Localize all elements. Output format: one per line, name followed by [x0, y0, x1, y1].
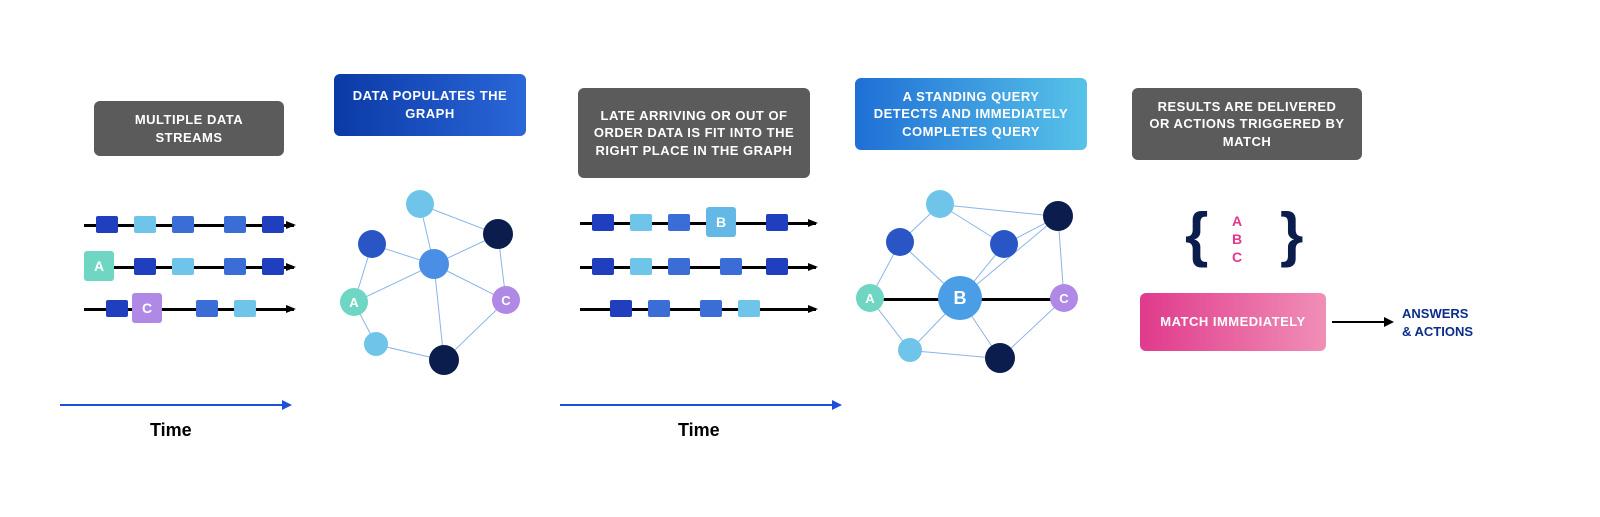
- abc-line: A: [1232, 212, 1242, 230]
- graph-node: [898, 338, 922, 362]
- caption-text: LATE ARRIVING OR OUT OF ORDER DATA IS FI…: [592, 107, 796, 160]
- stream-block: [234, 300, 256, 317]
- stream-block: [668, 258, 690, 275]
- graph-node: [419, 249, 449, 279]
- abc-text: A B C: [1232, 212, 1242, 267]
- stream-block-c: C: [132, 293, 162, 323]
- graph-node-a: A: [856, 284, 884, 312]
- graph-node: [483, 219, 513, 249]
- graph-node: [926, 190, 954, 218]
- match-box: MATCH IMMEDIATELY: [1140, 293, 1326, 351]
- caption-text: DATA POPULATES THE GRAPH: [348, 87, 512, 122]
- stream-block: [766, 214, 788, 231]
- stream-block: [738, 300, 760, 317]
- stream-block-a: A: [84, 251, 114, 281]
- graph-node-b: B: [938, 276, 982, 320]
- output-text: ANSWERS & ACTIONS: [1402, 305, 1473, 340]
- graph-node-c: C: [1050, 284, 1078, 312]
- stream-block: [592, 214, 614, 231]
- stream-block: [720, 258, 742, 275]
- stream-block: [172, 258, 194, 275]
- abc-line: B: [1232, 230, 1242, 248]
- caption-box-3: LATE ARRIVING OR OUT OF ORDER DATA IS FI…: [578, 88, 810, 178]
- brace-left-icon: {: [1185, 205, 1208, 265]
- time-label-2: Time: [678, 420, 720, 441]
- graph-node: [364, 332, 388, 356]
- time-arrow-2: [560, 404, 840, 406]
- diagram-root: MULTIPLE DATA STREAMS DATA POPULATES THE…: [0, 0, 1600, 517]
- stream-block: [610, 300, 632, 317]
- stream-block: [668, 214, 690, 231]
- output-line: ANSWERS: [1402, 305, 1473, 323]
- stream-block: [262, 216, 284, 233]
- match-text: MATCH IMMEDIATELY: [1160, 313, 1305, 331]
- stream-block: [96, 216, 118, 233]
- graph-node: [406, 190, 434, 218]
- stream-block: [630, 258, 652, 275]
- stream-block: [172, 216, 194, 233]
- graph-node: [985, 343, 1015, 373]
- stream-block: [224, 216, 246, 233]
- stream-block: [134, 216, 156, 233]
- stream-block-b: B: [706, 207, 736, 237]
- stream-block: [630, 214, 652, 231]
- stream-block: [592, 258, 614, 275]
- graph-node-a: A: [340, 288, 368, 316]
- stream-block: [262, 258, 284, 275]
- graph-node: [990, 230, 1018, 258]
- brace-right-icon: }: [1280, 205, 1303, 265]
- caption-text: RESULTS ARE DELIVERED OR ACTIONS TRIGGER…: [1146, 98, 1348, 151]
- graph-node-c: C: [492, 286, 520, 314]
- caption-box-1: MULTIPLE DATA STREAMS: [94, 101, 284, 156]
- graph-node: [1043, 201, 1073, 231]
- time-label-1: Time: [150, 420, 192, 441]
- time-arrow-1: [60, 404, 290, 406]
- stream-block: [224, 258, 246, 275]
- stream-block: [648, 300, 670, 317]
- abc-line: C: [1232, 248, 1242, 266]
- caption-box-5: RESULTS ARE DELIVERED OR ACTIONS TRIGGER…: [1132, 88, 1362, 160]
- stream-block: [196, 300, 218, 317]
- output-arrow: [1332, 321, 1392, 323]
- caption-text: A STANDING QUERY DETECTS AND IMMEDIATELY…: [869, 88, 1073, 141]
- stream-block: [106, 300, 128, 317]
- graph-node: [429, 345, 459, 375]
- stream-block: [766, 258, 788, 275]
- stream-block: [700, 300, 722, 317]
- graph-node: [886, 228, 914, 256]
- graph-node: [358, 230, 386, 258]
- caption-text: MULTIPLE DATA STREAMS: [108, 111, 270, 146]
- output-line: & ACTIONS: [1402, 323, 1473, 341]
- caption-box-4: A STANDING QUERY DETECTS AND IMMEDIATELY…: [855, 78, 1087, 150]
- stream-block: [134, 258, 156, 275]
- caption-box-2: DATA POPULATES THE GRAPH: [334, 74, 526, 136]
